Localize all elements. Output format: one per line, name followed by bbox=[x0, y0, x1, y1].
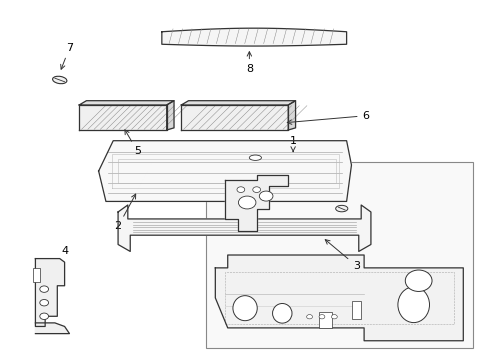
Polygon shape bbox=[99, 141, 351, 202]
Circle shape bbox=[40, 300, 48, 306]
Ellipse shape bbox=[405, 270, 431, 292]
Circle shape bbox=[306, 315, 312, 319]
Text: 1: 1 bbox=[289, 136, 296, 152]
Circle shape bbox=[237, 187, 244, 193]
Polygon shape bbox=[79, 101, 174, 105]
Circle shape bbox=[318, 315, 324, 319]
Circle shape bbox=[238, 196, 255, 209]
Polygon shape bbox=[287, 101, 295, 130]
Text: 5: 5 bbox=[124, 130, 141, 157]
Bar bbox=[351, 301, 361, 319]
Ellipse shape bbox=[232, 296, 257, 321]
Bar bbox=[205, 162, 472, 348]
Polygon shape bbox=[162, 28, 346, 46]
Text: 3: 3 bbox=[325, 240, 359, 271]
Text: 2: 2 bbox=[114, 194, 135, 231]
Circle shape bbox=[259, 191, 272, 201]
Ellipse shape bbox=[53, 76, 67, 84]
Text: 4: 4 bbox=[47, 247, 68, 277]
Ellipse shape bbox=[335, 205, 347, 212]
Polygon shape bbox=[224, 175, 287, 231]
Bar bbox=[319, 312, 331, 328]
Polygon shape bbox=[166, 101, 174, 130]
Ellipse shape bbox=[397, 287, 428, 323]
Polygon shape bbox=[35, 258, 64, 327]
Polygon shape bbox=[181, 105, 287, 130]
Circle shape bbox=[40, 313, 48, 319]
Circle shape bbox=[40, 286, 48, 292]
Polygon shape bbox=[35, 323, 69, 334]
Circle shape bbox=[331, 315, 337, 319]
Text: 8: 8 bbox=[245, 52, 252, 74]
Polygon shape bbox=[79, 105, 166, 130]
Text: 6: 6 bbox=[286, 111, 369, 124]
Polygon shape bbox=[118, 205, 370, 251]
Ellipse shape bbox=[272, 303, 291, 323]
Polygon shape bbox=[215, 255, 462, 341]
Text: 7: 7 bbox=[61, 43, 73, 69]
Circle shape bbox=[252, 187, 260, 193]
Ellipse shape bbox=[249, 155, 261, 161]
Polygon shape bbox=[181, 101, 295, 105]
Bar bbox=[33, 268, 40, 282]
